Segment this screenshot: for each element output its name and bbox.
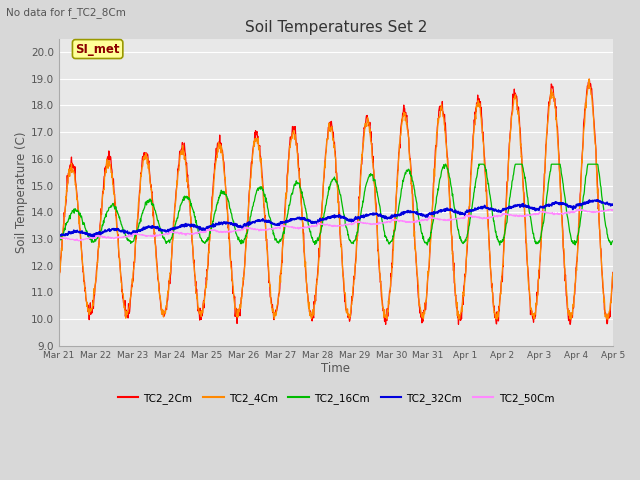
Line: TC2_2Cm: TC2_2Cm xyxy=(59,79,613,324)
TC2_50Cm xyxy=(55,235,63,241)
TC2_2Cm xyxy=(586,76,593,82)
TC2_16Cm xyxy=(55,237,63,243)
TC2_4Cm xyxy=(271,316,278,322)
X-axis label: Time: Time xyxy=(321,362,350,375)
TC2_16Cm xyxy=(442,161,449,167)
TC2_32Cm xyxy=(179,223,186,228)
Text: SI_met: SI_met xyxy=(76,43,120,56)
TC2_16Cm xyxy=(240,237,248,243)
TC2_4Cm xyxy=(495,310,502,315)
TC2_16Cm xyxy=(178,200,186,205)
TC2_2Cm xyxy=(422,299,430,305)
Legend: TC2_2Cm, TC2_4Cm, TC2_16Cm, TC2_32Cm, TC2_50Cm: TC2_2Cm, TC2_4Cm, TC2_16Cm, TC2_32Cm, TC… xyxy=(113,389,558,408)
TC2_16Cm xyxy=(422,240,429,246)
TC2_50Cm xyxy=(543,210,551,216)
Line: TC2_16Cm: TC2_16Cm xyxy=(59,164,613,245)
TC2_16Cm xyxy=(496,242,504,248)
TC2_2Cm xyxy=(382,322,390,327)
TC2_2Cm xyxy=(543,124,551,130)
TC2_16Cm xyxy=(495,239,502,245)
TC2_2Cm xyxy=(178,144,186,150)
Title: Soil Temperatures Set 2: Soil Temperatures Set 2 xyxy=(244,20,427,35)
TC2_4Cm xyxy=(55,276,63,282)
TC2_32Cm xyxy=(543,203,551,208)
TC2_2Cm xyxy=(164,287,172,293)
TC2_2Cm xyxy=(495,318,502,324)
Text: No data for f_TC2_8Cm: No data for f_TC2_8Cm xyxy=(6,7,126,18)
TC2_2Cm xyxy=(240,271,248,276)
TC2_32Cm xyxy=(495,207,502,213)
TC2_50Cm xyxy=(75,238,83,244)
TC2_50Cm xyxy=(495,213,502,219)
Line: TC2_32Cm: TC2_32Cm xyxy=(59,200,613,237)
TC2_32Cm xyxy=(593,197,600,203)
Y-axis label: Soil Temperature (C): Soil Temperature (C) xyxy=(15,132,28,253)
TC2_32Cm xyxy=(55,231,63,237)
TC2_50Cm xyxy=(241,225,248,230)
TC2_4Cm xyxy=(164,290,172,296)
TC2_16Cm xyxy=(164,238,172,244)
TC2_32Cm xyxy=(422,212,430,218)
TC2_4Cm xyxy=(543,121,551,127)
TC2_50Cm xyxy=(609,207,617,213)
Line: TC2_4Cm: TC2_4Cm xyxy=(59,79,613,319)
TC2_50Cm xyxy=(179,230,186,236)
TC2_4Cm xyxy=(422,299,430,305)
Line: TC2_50Cm: TC2_50Cm xyxy=(59,209,613,241)
TC2_50Cm xyxy=(422,217,430,223)
TC2_4Cm xyxy=(178,149,186,155)
TC2_4Cm xyxy=(585,76,593,82)
TC2_16Cm xyxy=(544,187,552,192)
TC2_4Cm xyxy=(240,271,248,276)
TC2_16Cm xyxy=(609,238,617,244)
TC2_4Cm xyxy=(609,270,617,276)
TC2_32Cm xyxy=(165,229,173,235)
TC2_2Cm xyxy=(55,280,63,286)
TC2_32Cm xyxy=(241,222,248,228)
TC2_32Cm xyxy=(609,202,617,207)
TC2_32Cm xyxy=(89,234,97,240)
TC2_2Cm xyxy=(609,270,617,276)
TC2_50Cm xyxy=(607,206,615,212)
TC2_50Cm xyxy=(165,231,173,237)
